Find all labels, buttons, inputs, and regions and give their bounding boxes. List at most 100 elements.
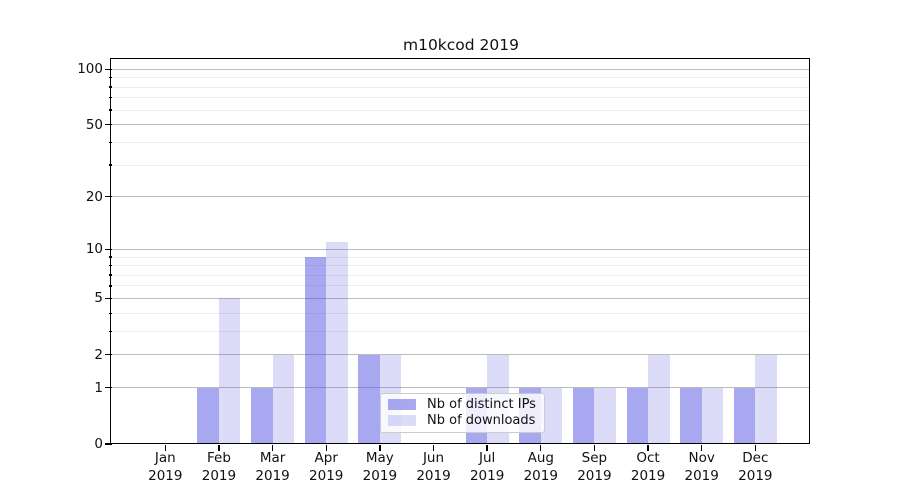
bar-nb-of-downloads-sep [594, 387, 616, 444]
minor-gridline [112, 265, 810, 267]
x-tick-year: 2019 [416, 467, 451, 484]
x-tick-year: 2019 [738, 467, 773, 484]
x-tick-month: Jun [422, 450, 445, 466]
x-tick-mark [432, 444, 435, 451]
chart-legend: Nb of distinct IPs Nb of downloads [380, 392, 545, 433]
bar-nb-of-distinct-ips-mar [251, 387, 273, 444]
y-tick-label: 1 [94, 379, 103, 396]
x-tick-year: 2019 [684, 467, 719, 484]
y-tick-label: 10 [85, 241, 103, 258]
x-tick-label: May 2019 [337, 450, 423, 485]
x-tick-month: Aug [527, 450, 554, 466]
x-tick-month: Jul [478, 450, 496, 466]
x-tick-year: 2019 [362, 467, 398, 484]
y-tick-label: 2 [94, 346, 103, 363]
x-tick-mark [218, 444, 220, 451]
y-minor-tick-mark [108, 109, 112, 111]
x-tick-mark [486, 444, 488, 451]
bar-nb-of-distinct-ips-feb [197, 387, 219, 444]
bar-nb-of-distinct-ips-may [358, 354, 380, 444]
x-tick-label: Jan 2019 [122, 450, 208, 485]
y-tick-mark [105, 354, 112, 356]
bar-nb-of-downloads-nov [701, 387, 724, 444]
y-minor-tick-mark [108, 256, 112, 258]
x-tick-label: Oct 2019 [605, 450, 691, 485]
x-tick-label: Feb 2019 [176, 450, 262, 485]
x-tick-year: 2019 [630, 467, 666, 484]
x-tick-label: Aug 2019 [498, 450, 584, 485]
y-tick-mark [105, 387, 112, 389]
y-minor-tick-mark [108, 141, 112, 144]
bar-nb-of-distinct-ips-dec [733, 387, 756, 444]
x-tick-label: Jul 2019 [444, 450, 530, 485]
y-tick-mark [105, 124, 112, 126]
y-tick-label: 5 [94, 290, 103, 307]
x-tick-mark [647, 444, 649, 451]
y-minor-tick-mark [108, 330, 112, 333]
x-tick-year: 2019 [148, 467, 183, 484]
plot-area [112, 60, 810, 444]
bar-nb-of-downloads-aug [540, 387, 563, 444]
y-tick-mark [105, 443, 112, 445]
minor-gridline [112, 86, 810, 88]
x-tick-mark [593, 444, 596, 451]
x-tick-month: May [365, 450, 394, 466]
y-minor-tick-mark [108, 285, 112, 287]
x-tick-year: 2019 [469, 467, 505, 484]
minor-gridline [112, 109, 810, 111]
chart-title: m10kcod 2019 [402, 36, 519, 54]
major-gridline [112, 354, 810, 356]
legend-label: Nb of distinct IPs [427, 397, 536, 412]
major-gridline [112, 297, 810, 299]
y-minor-tick-mark [108, 274, 112, 276]
x-tick-month: Apr [314, 450, 338, 466]
major-gridline [112, 124, 810, 126]
bar-nb-of-distinct-ips-sep [572, 387, 595, 444]
y-tick-mark [105, 248, 112, 250]
x-tick-mark [754, 444, 756, 451]
y-tick-label: 50 [85, 116, 103, 133]
x-tick-year: 2019 [309, 467, 344, 484]
y-minor-tick-mark [108, 264, 112, 267]
x-tick-mark [271, 444, 274, 451]
x-tick-label: Dec 2019 [712, 450, 798, 485]
minor-gridline [112, 285, 810, 287]
x-tick-mark [379, 444, 381, 451]
bar-nb-of-downloads-mar [272, 354, 295, 444]
x-tick-month: Nov [688, 450, 715, 466]
legend-entry: Nb of distinct IPs [388, 397, 537, 412]
legend-label: Nb of downloads [427, 413, 536, 428]
x-tick-month: Sep [581, 450, 608, 466]
x-tick-label: Sep 2019 [551, 450, 637, 485]
x-tick-mark [164, 444, 166, 451]
y-tick-label: 0 [94, 436, 103, 452]
x-tick-month: Mar [259, 450, 286, 466]
x-tick-label: Nov 2019 [659, 450, 745, 485]
minor-gridline [112, 274, 810, 276]
major-gridline [112, 196, 810, 198]
y-tick-mark [105, 68, 112, 70]
bar-nb-of-downloads-dec [755, 354, 777, 444]
bar-nb-of-downloads-feb [218, 298, 241, 444]
minor-gridline [112, 141, 810, 143]
y-minor-tick-mark [108, 77, 112, 79]
y-tick-label: 20 [85, 188, 103, 205]
x-tick-year: 2019 [577, 467, 612, 484]
major-gridline [112, 248, 810, 250]
minor-gridline [112, 256, 810, 258]
minor-gridline [112, 97, 810, 99]
y-tick-mark [105, 297, 112, 300]
x-tick-mark [540, 444, 542, 451]
minor-gridline [112, 312, 810, 314]
legend-swatch [388, 415, 416, 426]
x-tick-label: Mar 2019 [230, 450, 316, 485]
bar-nb-of-distinct-ips-oct [626, 387, 649, 444]
x-tick-label: Jun 2019 [391, 450, 477, 485]
minor-gridline [112, 330, 810, 332]
minor-gridline [112, 164, 810, 166]
y-minor-tick-mark [108, 312, 112, 314]
x-tick-year: 2019 [255, 467, 290, 484]
y-minor-tick-mark [108, 86, 112, 88]
legend-swatch [388, 399, 416, 410]
